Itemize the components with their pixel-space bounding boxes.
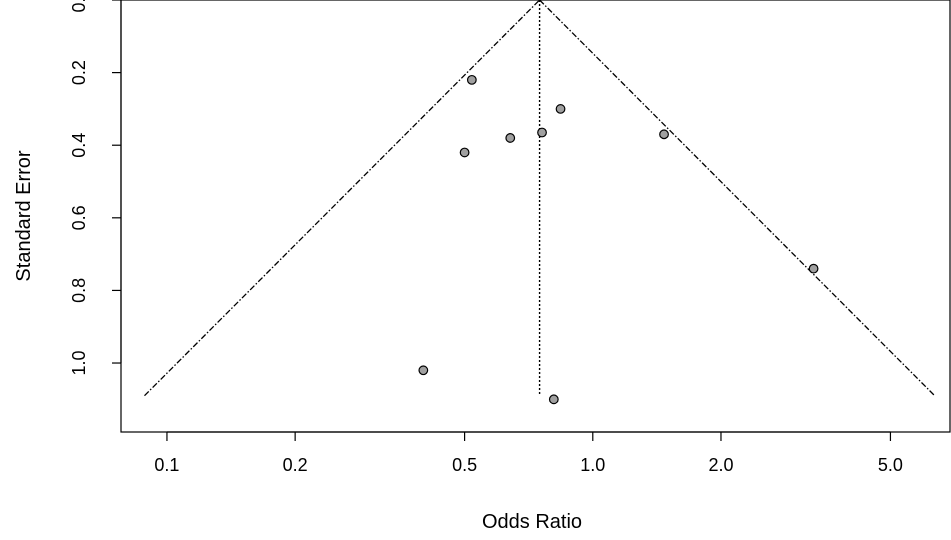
plot-frame xyxy=(120,0,951,433)
data-point xyxy=(459,147,470,158)
y-tick-label: 0.2 xyxy=(69,60,89,85)
y-tick-label: 1.0 xyxy=(69,351,89,376)
data-point xyxy=(659,129,669,140)
data-point xyxy=(505,133,516,143)
x-axis-title: Odds Ratio xyxy=(482,511,582,533)
data-point xyxy=(808,263,819,274)
y-tick-label: 0.8 xyxy=(69,278,89,303)
data-point xyxy=(537,127,547,138)
funnel-lines xyxy=(144,0,936,397)
x-tick-label: 2.0 xyxy=(708,455,733,475)
funnel-right-line xyxy=(539,0,936,397)
data-point xyxy=(418,365,429,376)
y-tick-label: 0.6 xyxy=(69,205,89,230)
data-point xyxy=(548,394,559,405)
data-points xyxy=(418,74,819,405)
funnel-left-line xyxy=(144,0,541,397)
y-tick-label: 0.0 xyxy=(69,0,89,13)
x-axis: 0.1 0.2 0.5 1.0 2.0 5.0 xyxy=(154,431,903,475)
y-tick-label: 0.4 xyxy=(69,133,89,158)
x-tick-label: 5.0 xyxy=(878,455,903,475)
x-tick-label: 1.0 xyxy=(580,455,605,475)
data-point xyxy=(466,74,477,85)
y-axis: 0.0 0.2 0.4 0.6 0.8 1.0 xyxy=(69,0,122,376)
data-point xyxy=(555,104,566,114)
y-axis-title: Standard Error xyxy=(13,150,35,282)
x-tick-label: 0.2 xyxy=(283,455,308,475)
x-tick-label: 0.5 xyxy=(452,455,477,475)
x-tick-label: 0.1 xyxy=(154,455,179,475)
